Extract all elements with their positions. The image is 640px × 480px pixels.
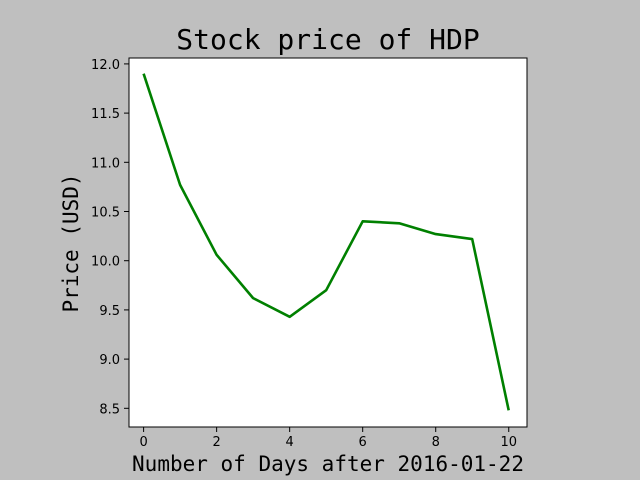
x-tick-label: 4 [286,435,294,450]
x-tick-label: 10 [500,435,517,450]
y-tick-label: 11.0 [91,156,120,171]
y-tick-label: 10.5 [91,206,120,221]
y-tick-label: 9.0 [99,353,120,368]
x-tick-label: 8 [432,435,440,450]
series-group [142,73,510,411]
y-tick-label: 12.0 [91,58,120,73]
y-axis-ticks: 8.5 9.0 9.5 10.0 10.5 11.0 11.5 12.0 [91,58,129,417]
x-tick-label: 2 [212,435,220,450]
x-axis-label: Number of Days after 2016-01-22 [132,452,524,476]
chart-title: Stock price of HDP [176,23,479,56]
y-tick-label: 8.5 [99,402,120,417]
plot-area [128,57,528,428]
series-line [142,73,510,411]
x-tick-label: 6 [359,435,367,450]
x-axis-ticks: 0 2 4 6 8 10 [139,427,517,450]
y-tick-label: 11.5 [91,107,120,122]
y-tick-label: 10.0 [91,255,120,270]
y-axis-label: Price (USD) [59,173,83,312]
y-tick-label: 9.5 [99,304,120,319]
x-tick-label: 0 [139,435,147,450]
